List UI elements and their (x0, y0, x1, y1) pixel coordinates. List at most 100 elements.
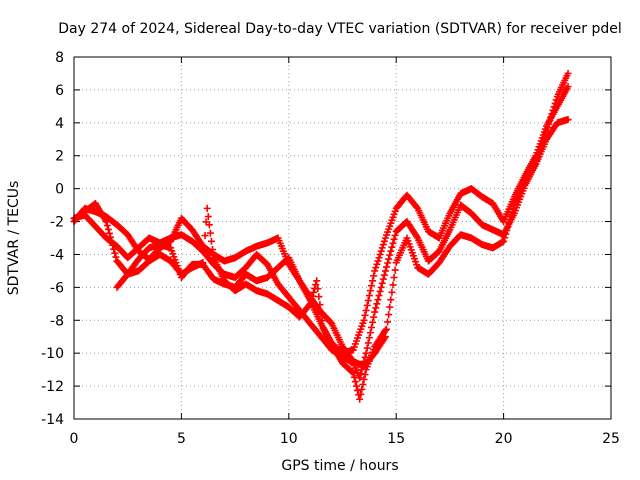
y-tick-label: -8 (50, 313, 64, 329)
series-track-c (81, 69, 572, 370)
plot-frame (73, 56, 612, 420)
data-point (388, 288, 396, 296)
data-point (505, 219, 513, 227)
data-point (502, 230, 510, 238)
x-tick-labels: 0 5 10 15 20 25 (70, 431, 620, 447)
data-point (370, 272, 378, 280)
data-point (349, 369, 357, 377)
data-point (378, 279, 386, 287)
data-point (318, 317, 326, 325)
data-point (547, 113, 555, 121)
data-point (205, 221, 213, 229)
data-point (371, 267, 379, 275)
data-point (369, 318, 377, 326)
data-point (552, 96, 560, 104)
data-point (358, 385, 366, 393)
data-point (364, 297, 372, 305)
data-point (308, 292, 316, 300)
data-point (509, 205, 517, 213)
data-point (381, 267, 389, 275)
data-point (375, 254, 383, 262)
data-point (204, 213, 212, 221)
data-point (500, 237, 508, 245)
data-point (313, 277, 321, 285)
data-point (546, 117, 554, 125)
data-point (564, 69, 572, 77)
data-point (506, 216, 514, 224)
data-point (384, 259, 392, 267)
data-point (564, 83, 572, 91)
data-point (540, 134, 548, 142)
data-point (369, 277, 377, 285)
data-point (503, 226, 511, 234)
data-point (312, 281, 320, 289)
data-point (364, 339, 372, 347)
x-tick-label: 0 (70, 431, 79, 447)
data-point (107, 233, 115, 241)
data-point (379, 275, 387, 283)
data-point (384, 318, 392, 326)
data-point (371, 308, 379, 316)
data-point (372, 264, 380, 272)
data-point (361, 371, 369, 379)
data-point (537, 144, 545, 151)
data-point (385, 311, 393, 319)
data-point (203, 204, 211, 212)
data-point (391, 266, 399, 274)
x-tick-label: 15 (387, 431, 405, 447)
data-point (207, 237, 215, 245)
chart-title: Day 274 of 2024, Sidereal Day-to-day VTE… (58, 21, 622, 37)
data-point (317, 309, 325, 317)
data-point (357, 370, 365, 378)
data-point (366, 287, 374, 295)
data-point (105, 229, 113, 237)
data-point (354, 386, 362, 394)
y-tick-label: -2 (50, 215, 64, 231)
data-points (70, 69, 572, 403)
data-point (535, 150, 543, 158)
data-point (305, 301, 313, 309)
data-point (413, 203, 421, 211)
data-point (507, 212, 515, 220)
data-point (548, 110, 556, 118)
data-point (378, 244, 386, 252)
data-point (348, 368, 356, 376)
data-point (365, 334, 373, 342)
data-point (383, 263, 391, 271)
data-point (544, 124, 552, 132)
data-point (352, 382, 360, 390)
data-point (314, 285, 322, 293)
data-point (377, 283, 385, 291)
data-point (375, 292, 383, 300)
data-point (370, 313, 378, 321)
y-tick-label: -12 (41, 379, 64, 395)
data-point (390, 273, 398, 281)
data-point (391, 231, 399, 239)
data-point (508, 208, 516, 216)
data-point (307, 296, 315, 304)
data-point (376, 250, 384, 258)
data-point (200, 245, 208, 253)
series-track-a (70, 116, 572, 382)
x-axis-label: GPS time / hours (281, 458, 398, 474)
data-point (361, 311, 369, 319)
data-point (550, 103, 558, 111)
data-point (109, 241, 117, 249)
data-point (351, 378, 359, 386)
data-point (387, 296, 395, 304)
y-tick-label: 4 (55, 116, 64, 132)
data-point (112, 253, 120, 261)
data-point (545, 120, 553, 128)
data-point (365, 292, 373, 300)
data-point (103, 221, 111, 229)
data-point (206, 229, 214, 237)
data-point (360, 316, 368, 324)
data-point (367, 282, 375, 290)
data-point (389, 239, 397, 247)
data-point (381, 326, 389, 334)
y-tick-label: 6 (55, 83, 64, 99)
data-point (536, 147, 544, 155)
data-point (379, 241, 387, 249)
data-point (538, 140, 546, 148)
